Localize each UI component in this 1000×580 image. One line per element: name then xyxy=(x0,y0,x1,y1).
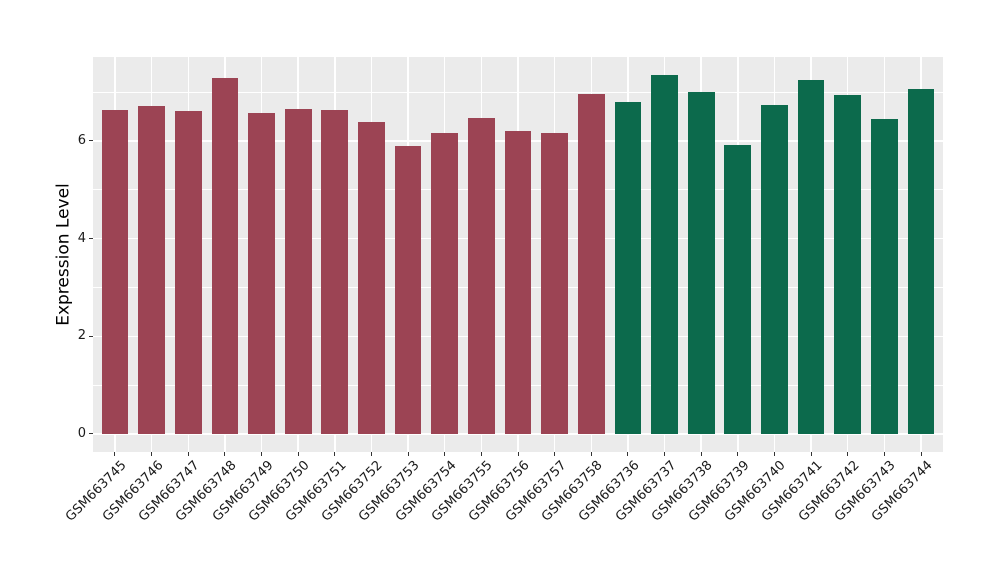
bar-GSM663748 xyxy=(211,77,239,434)
bar-GSM663754 xyxy=(431,133,459,434)
x-tick xyxy=(151,452,153,456)
x-tick xyxy=(444,452,446,456)
bar-GSM663743 xyxy=(871,119,898,434)
y-axis-title: Expression Level xyxy=(53,183,74,326)
bar-GSM663736 xyxy=(614,102,642,434)
y-tick-label: 6 xyxy=(77,132,86,148)
y-tick xyxy=(89,238,93,240)
x-tick xyxy=(480,452,482,456)
bar-GSM663755 xyxy=(467,117,495,434)
x-tick xyxy=(920,452,922,456)
x-tick xyxy=(261,452,263,456)
bar-GSM663738 xyxy=(687,92,715,434)
bar-GSM663742 xyxy=(834,94,862,434)
bar-GSM663741 xyxy=(797,80,825,434)
bar-GSM663753 xyxy=(394,146,422,434)
y-tick-label: 2 xyxy=(77,328,86,344)
x-tick xyxy=(664,452,666,456)
bar-GSM663749 xyxy=(248,113,275,434)
x-tick xyxy=(297,452,299,456)
x-tick xyxy=(554,452,556,456)
bar-GSM663744 xyxy=(907,88,935,434)
bar-GSM663745 xyxy=(101,109,129,434)
bar-GSM663739 xyxy=(724,145,752,434)
x-tick xyxy=(224,452,226,456)
x-tick xyxy=(773,452,775,456)
bar-GSM663740 xyxy=(761,104,788,434)
x-tick xyxy=(334,452,336,456)
bar-GSM663747 xyxy=(174,111,202,434)
y-tick-label: 0 xyxy=(77,425,86,441)
x-tick xyxy=(370,452,372,456)
y-tick xyxy=(89,433,93,435)
x-tick xyxy=(700,452,702,456)
x-tick xyxy=(883,452,885,456)
bar-GSM663746 xyxy=(138,106,165,434)
y-tick xyxy=(89,140,93,142)
x-tick xyxy=(114,452,116,456)
x-tick xyxy=(187,452,189,456)
y-tick-label: 4 xyxy=(77,230,86,246)
bar-GSM663737 xyxy=(651,75,678,434)
bar-GSM663757 xyxy=(541,132,568,434)
x-tick xyxy=(407,452,409,456)
x-tick xyxy=(810,452,812,456)
x-tick xyxy=(737,452,739,456)
bar-GSM663750 xyxy=(284,108,312,434)
x-tick xyxy=(517,452,519,456)
x-tick xyxy=(847,452,849,456)
bar-GSM663758 xyxy=(577,94,605,434)
bar-GSM663756 xyxy=(504,131,532,434)
x-tick xyxy=(627,452,629,456)
y-tick xyxy=(89,335,93,337)
bar-GSM663751 xyxy=(321,110,349,434)
x-tick xyxy=(590,452,592,456)
bar-GSM663752 xyxy=(358,122,385,434)
